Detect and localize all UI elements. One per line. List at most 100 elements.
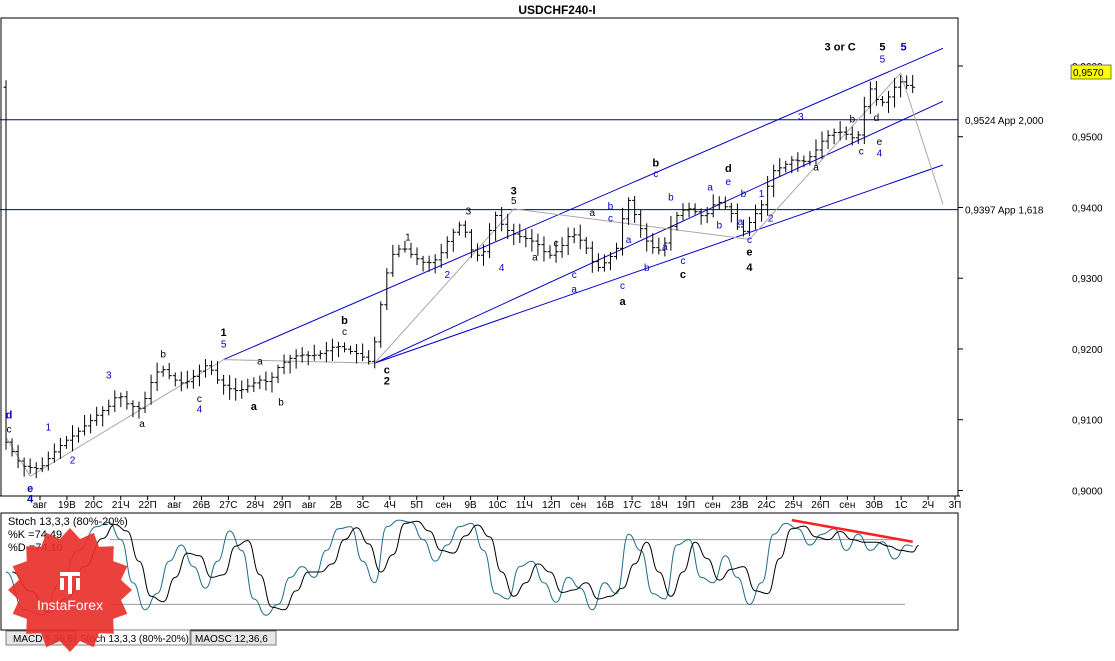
price-bar	[716, 196, 722, 210]
price-bar	[595, 253, 601, 272]
price-bar	[722, 196, 728, 210]
level-label: 0,9524 App 2,000	[965, 116, 1044, 127]
price-bar	[420, 255, 426, 272]
price-bar	[517, 223, 523, 244]
wave-label: 2	[444, 270, 450, 281]
wave-label: 5	[901, 41, 907, 53]
price-bar	[27, 458, 33, 474]
price-bar	[142, 391, 148, 414]
price-bar	[396, 244, 402, 258]
time-tick-label: 19В	[58, 500, 76, 511]
wave-label: b	[716, 221, 722, 232]
logo-emblem-icon	[60, 572, 80, 594]
price-bar	[474, 243, 480, 262]
wave-label: a	[813, 163, 819, 174]
price-bar	[45, 451, 51, 471]
time-tick-label: 16В	[596, 500, 614, 511]
wave-label: 1	[759, 189, 765, 200]
wave-label: b	[341, 315, 348, 327]
price-bar	[275, 364, 281, 384]
price-bar	[910, 75, 916, 93]
time-tick-label: 22П	[138, 500, 156, 511]
current-price-tag: 0,9570	[1070, 64, 1112, 80]
price-bar	[601, 254, 607, 272]
price-bar	[263, 371, 269, 391]
price-bar	[3, 80, 9, 450]
wave-label: 3	[106, 371, 112, 382]
price-bar	[493, 211, 499, 241]
price-tick-label: 0,9400	[1072, 203, 1103, 214]
wave-label: c	[680, 269, 686, 281]
price-bar	[341, 342, 347, 353]
price-bar	[892, 77, 898, 108]
tab-maosc[interactable]: MAOSC 12,36,6	[190, 630, 277, 646]
price-bar	[311, 344, 317, 361]
price-bar	[541, 236, 547, 262]
wave-label: a	[626, 235, 632, 246]
price-bar	[577, 224, 583, 250]
wave-label: c	[859, 146, 864, 157]
price-bar	[843, 126, 849, 140]
price-bar	[686, 202, 692, 218]
price-bar	[329, 338, 335, 361]
price-bar	[251, 377, 257, 392]
price-bar	[638, 209, 644, 238]
wave-label: b	[741, 189, 747, 200]
price-bar	[674, 211, 680, 231]
wave-label: c	[608, 214, 613, 225]
price-bar	[886, 90, 892, 113]
time-tick-label: 24С	[757, 500, 775, 511]
time-tick-label: авг	[167, 500, 182, 511]
wave-label: d	[6, 409, 13, 421]
wave-label: 4	[746, 262, 753, 274]
time-tick-label: 29П	[273, 500, 291, 511]
price-bar	[432, 254, 438, 274]
price-bar	[795, 152, 801, 172]
wave-label: c	[680, 256, 685, 267]
channel-line	[374, 164, 944, 364]
price-bar	[523, 229, 529, 248]
price-bar	[861, 96, 867, 145]
price-bar	[583, 236, 589, 255]
price-bar	[456, 221, 462, 236]
price-bar	[190, 369, 196, 389]
stoch-d-line	[11, 520, 919, 614]
wave-label: d	[874, 113, 880, 124]
price-bar	[728, 202, 734, 223]
price-bar	[130, 400, 136, 418]
time-tick-label: 2Ч	[922, 500, 934, 511]
price-bar	[414, 247, 420, 266]
level-label: 0,9397 App 1,618	[965, 206, 1044, 217]
price-bar	[221, 374, 227, 395]
time-tick-label: 27С	[219, 500, 237, 511]
price-bar	[69, 425, 75, 452]
price-bar	[626, 197, 632, 225]
price-bar	[245, 378, 251, 393]
price-bar	[680, 203, 686, 221]
price-bar	[450, 228, 456, 252]
wave-guide-lines	[5, 72, 944, 477]
stoch-lines	[5, 518, 919, 616]
price-bar	[166, 363, 172, 380]
price-bar	[390, 244, 396, 277]
price-bar	[559, 237, 565, 258]
price-bar	[378, 301, 384, 348]
wave-label: e	[726, 177, 732, 188]
price-bar	[33, 462, 39, 479]
time-tick-label: 20С	[85, 500, 103, 511]
wave-label: a	[662, 242, 668, 253]
channel-line	[374, 100, 944, 364]
instaforex-logo: InstaForex	[8, 528, 132, 652]
price-bar	[215, 361, 221, 384]
time-tick-label: 4Ч	[384, 500, 396, 511]
wave-label: a	[251, 401, 258, 413]
svg-text:MACD 5,36,6: MACD 5,36,6	[13, 634, 73, 645]
price-bar	[849, 126, 855, 146]
time-tick-label: 26П	[811, 500, 829, 511]
time-tick-label: 3С	[357, 500, 370, 511]
time-tick-label: 9В	[464, 500, 477, 511]
wave-label: b	[160, 349, 166, 360]
price-bar	[753, 204, 759, 230]
price-bar	[535, 233, 541, 256]
